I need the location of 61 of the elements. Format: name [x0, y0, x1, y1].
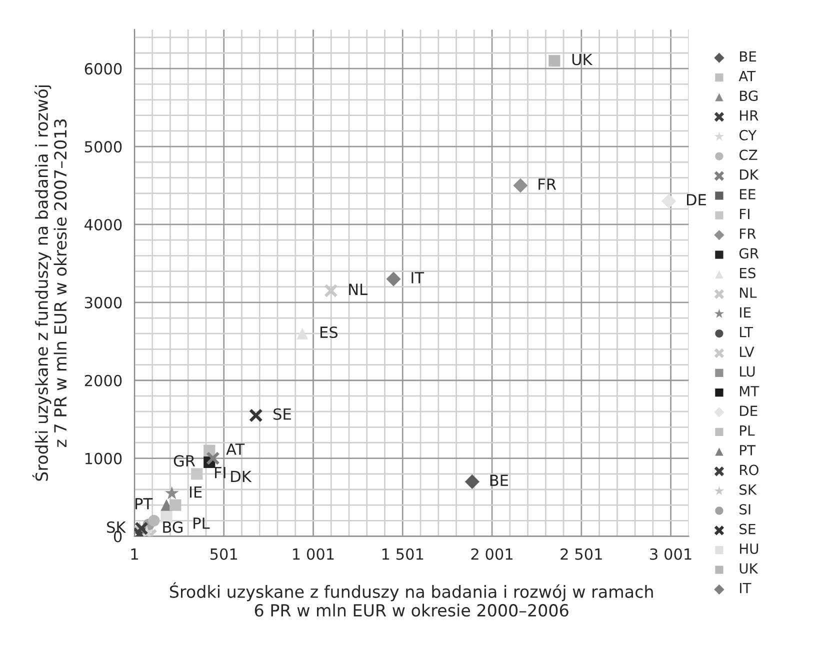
y-tick-label: 6000: [84, 63, 122, 75]
annotation: ES: [320, 326, 338, 338]
legend-label: IE: [740, 307, 751, 318]
annotation: UK: [572, 54, 593, 66]
legend-label: SI: [740, 504, 750, 515]
legend-label: SE: [740, 524, 756, 534]
y-tick-label: 3000: [84, 296, 122, 308]
legend-label: DE: [740, 406, 758, 416]
annotation: FI: [215, 466, 226, 478]
annotation: IE: [190, 486, 202, 498]
legend-label: LU: [740, 366, 755, 377]
x-tick-label: 2 001: [471, 548, 512, 560]
legend-label: HR: [740, 110, 758, 121]
annotation: IT: [412, 272, 424, 284]
x-tick-label: 2 501: [560, 548, 602, 560]
legend-label: CY: [739, 130, 757, 140]
legend-label: DK: [740, 169, 759, 180]
legend-label: LT: [740, 327, 753, 338]
legend-label: GR: [739, 248, 759, 259]
y-tick-label: 0: [114, 530, 122, 542]
legend-label: RO: [740, 464, 758, 476]
legend-label: ES: [740, 268, 756, 278]
legend-label: EE: [740, 189, 756, 200]
x-tick-label: 501: [210, 548, 238, 560]
legend-label: FI: [740, 208, 750, 219]
legend-label: PT: [740, 445, 756, 456]
y-tick-label: 4000: [84, 218, 122, 230]
x-tick-label: 3 001: [650, 548, 692, 560]
legend-label: BG: [740, 90, 758, 102]
annotation: DE: [686, 194, 706, 206]
legend-label: HU: [740, 544, 758, 554]
legend-label: AT: [738, 71, 756, 82]
legend-label: FR: [740, 228, 756, 239]
x-tick-label: 1: [131, 548, 138, 560]
annotation: DK: [231, 470, 252, 482]
legend-label: BE: [740, 51, 756, 62]
annotation: AT: [226, 444, 245, 455]
annotation: BG: [163, 521, 182, 533]
x-tick-label: 1 001: [293, 548, 334, 560]
legend-label: PL: [740, 425, 755, 436]
legend-label: SK: [740, 484, 757, 495]
y-tick-label: 1000: [85, 452, 122, 464]
annotation: PT: [136, 498, 153, 510]
annotation: SE: [274, 408, 291, 420]
y-tick-label: 2000: [84, 374, 122, 386]
annotation: BE: [490, 474, 508, 486]
annotation: SK: [107, 521, 126, 533]
legend-label: LV: [740, 346, 754, 357]
legend-label: UK: [740, 563, 758, 574]
legend-label: IT: [740, 583, 752, 594]
legend-label: CZ: [739, 150, 758, 160]
legend-label: NL: [740, 288, 757, 298]
annotation: FR: [538, 178, 556, 190]
annotation: PL: [194, 518, 210, 529]
x-axis-title: Środki uzyskane z funduszy na badania i rozwój w ramach 6 PR w mln EUR w okresie 2000–2006: [170, 582, 653, 617]
annotation: GR: [174, 455, 196, 467]
legend-label: MT: [740, 386, 760, 396]
y-axis-title: Środki uzyskane z funduszy na badania i rozwój z 7 PR w mln EUR w okresie 2007–2013: [32, 86, 67, 481]
annotation: NL: [349, 284, 368, 295]
x-tick-label: 1 501: [382, 548, 424, 560]
y-tick-label: 5000: [84, 140, 122, 153]
